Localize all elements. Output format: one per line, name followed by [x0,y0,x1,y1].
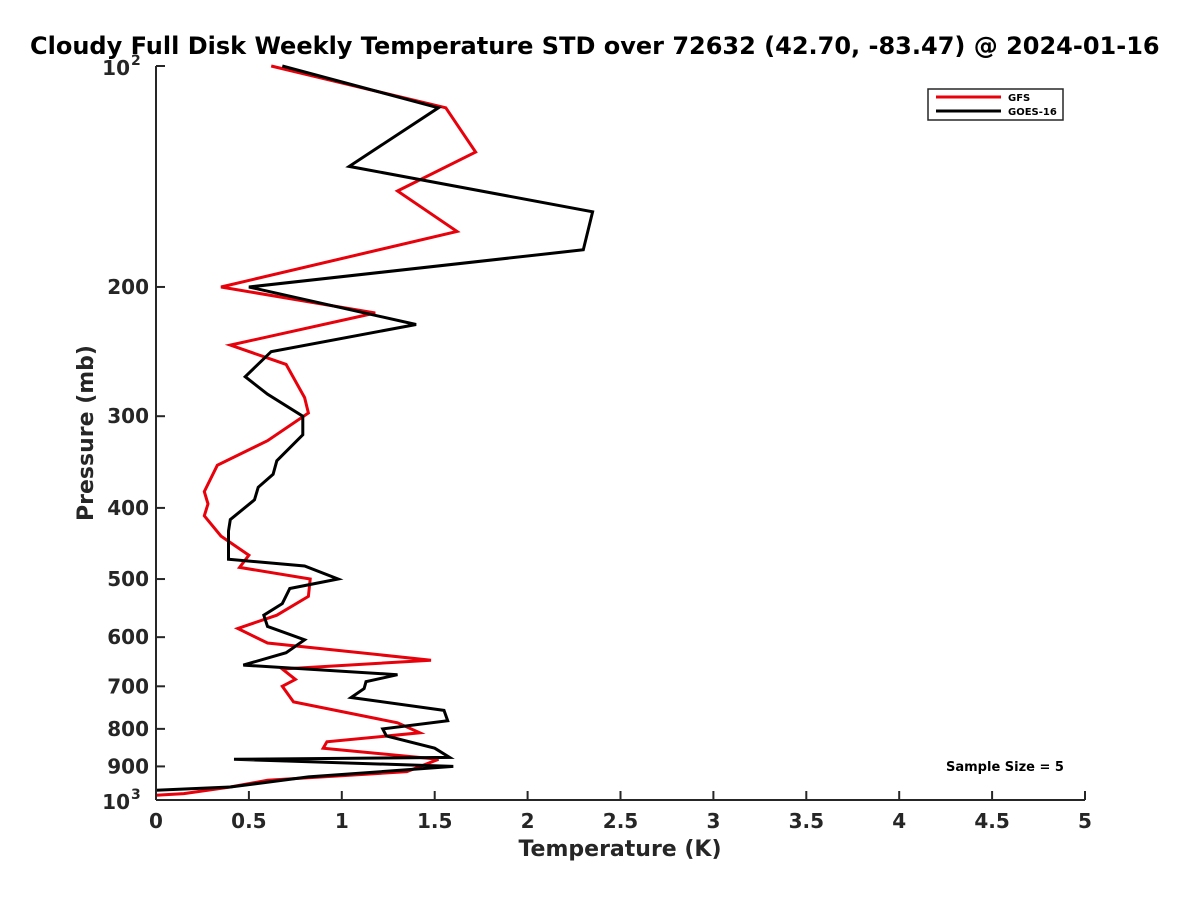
x-tick-label: 1 [335,809,349,833]
y-tick-label: 800 [107,717,149,741]
y-tick-label-base: 10 [102,56,130,80]
legend: GFS GOES-16 [927,88,1064,121]
y-tick-label-base: 10 [102,790,130,814]
series-layer [155,64,595,797]
y-tick-label: 300 [107,404,149,428]
x-tick-label: 2.5 [603,809,638,833]
x-tick-label: 5 [1078,809,1092,833]
y-axis-label: Pressure (mb) [74,345,99,521]
y-tick-label: 400 [107,496,149,520]
x-tick-label: 3.5 [789,809,824,833]
series-line-goes-16 [155,64,595,792]
y-tick-label-exponent: 3 [131,787,141,803]
x-tick-label: 3 [706,809,720,833]
x-tick-label: 2 [521,809,535,833]
sample-size-annotation: Sample Size = 5 [946,760,1064,775]
legend-box [927,88,1064,121]
x-ticks: 0 0.5 1 1.5 2 2.5 3 3.5 4 4.5 5 [149,791,1092,833]
x-axis-label: Temperature (K) [518,837,721,862]
series-line-gfs [155,64,478,797]
y-tick-label: 500 [107,567,149,591]
y-tick-label: 600 [107,625,149,649]
x-tick-label: 0 [149,809,163,833]
x-tick-label: 1.5 [417,809,452,833]
y-tick-label: 700 [107,674,149,698]
axes [155,66,1085,801]
legend-label: GOES-16 [1008,107,1057,118]
x-tick-label: 4 [892,809,906,833]
x-tick-label: 4.5 [974,809,1009,833]
y-tick-label-exponent: 2 [131,53,141,69]
y-tick-label: 900 [107,754,149,778]
y-tick-label: 200 [107,275,149,299]
chart-title: Cloudy Full Disk Weekly Temperature STD … [30,32,1160,60]
legend-label: GFS [1008,93,1030,104]
x-tick-label: 0.5 [231,809,266,833]
